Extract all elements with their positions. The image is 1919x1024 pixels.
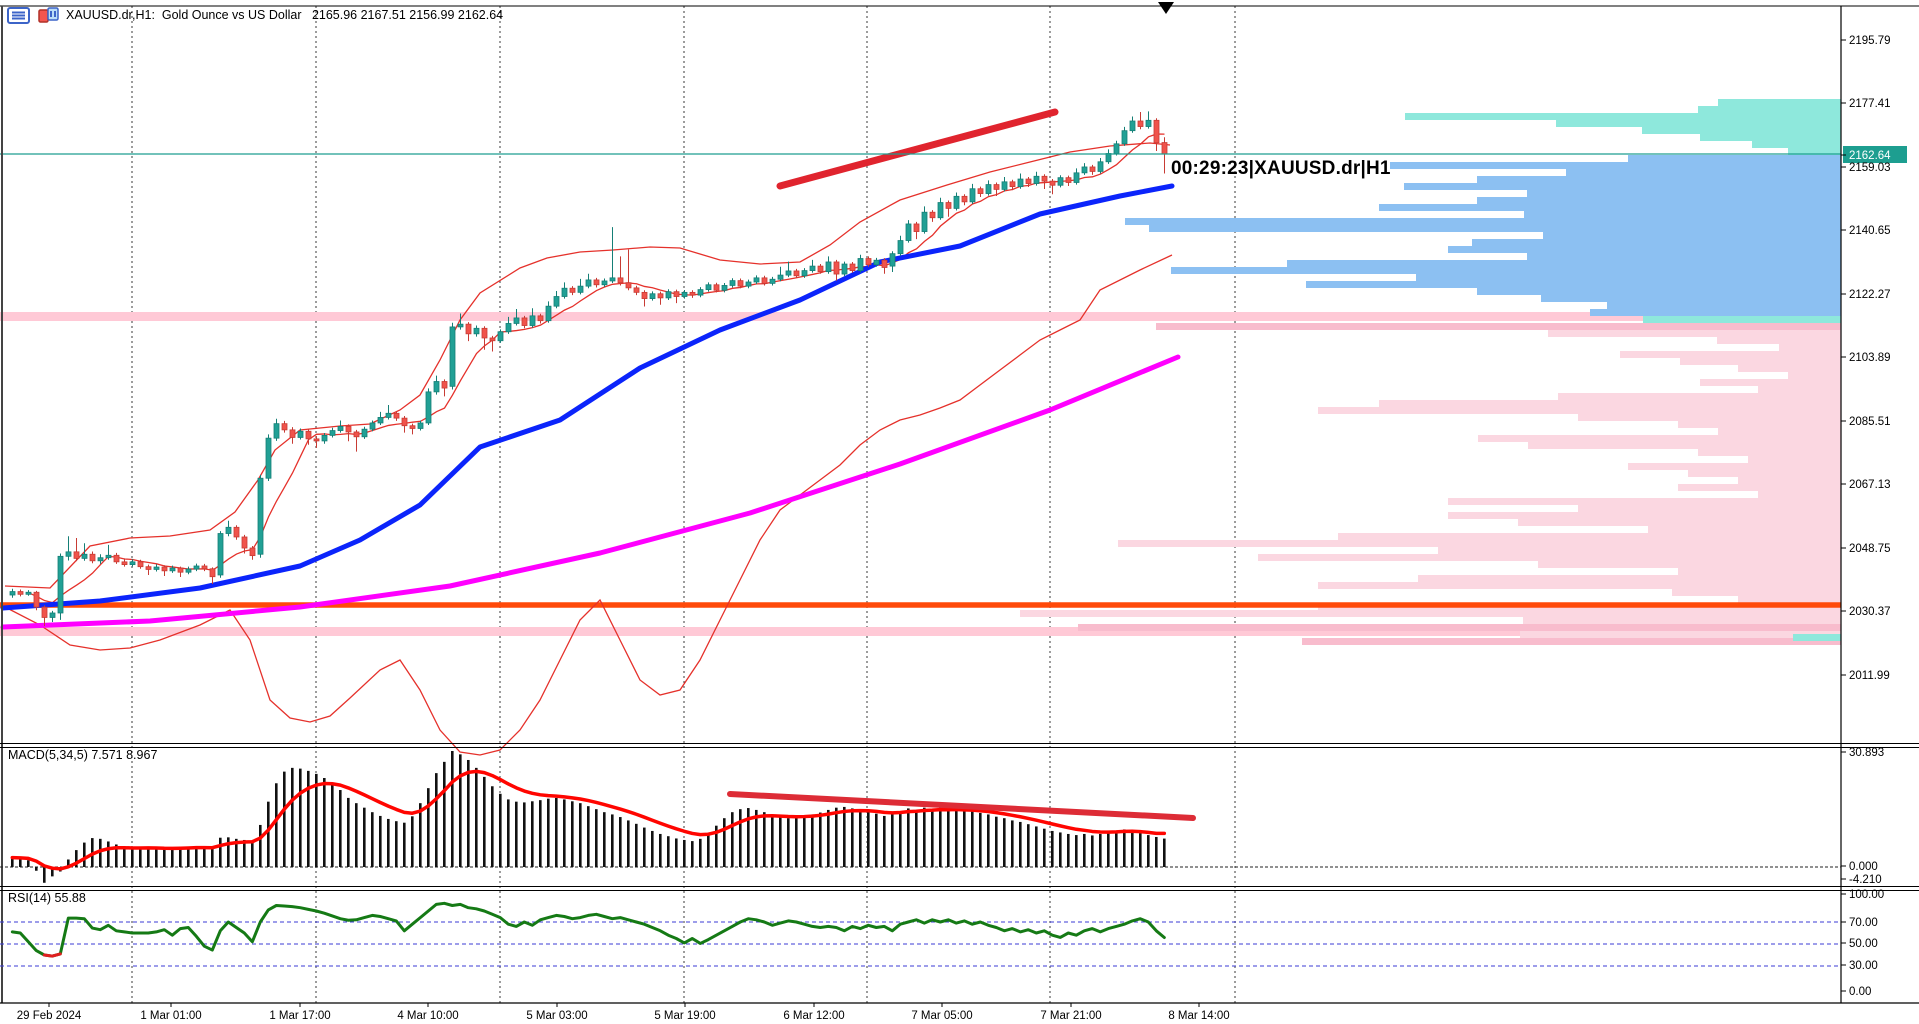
macd-signal-line [10,769,1167,871]
current-price-tag [1843,146,1907,163]
ma-fast-blue-line[interactable] [0,183,1175,611]
header-symbol-period: XAUUSD.dr,H1: [66,8,155,22]
chart-header: XAUUSD.dr,H1: Gold Ounce vs US Dollar 21… [66,8,503,22]
price-axis-label: 2159.03 [1849,162,1891,174]
price-axis-label: 2140.65 [1849,225,1891,237]
candlestick-series[interactable] [9,111,1168,627]
time-axis-label: 7 Mar 21:00 [1040,1010,1101,1022]
price-axis-label: 2103.89 [1849,352,1891,364]
time-axis-label: 4 Mar 10:00 [397,1010,458,1022]
rsi-axis-label: 0.00 [1849,986,1871,998]
time-axis-label: 8 Mar 14:00 [1168,1010,1229,1022]
time-axis-label: 5 Mar 19:00 [654,1010,715,1022]
time-axis[interactable]: 29 Feb 2024 1 Mar 01:00 1 Mar 17:00 4 Mar 1… [17,1003,1230,1022]
last-bar-marker-icon [1158,2,1174,14]
ma-slow-magenta-line[interactable] [0,354,1181,630]
macd-axis-label: -4.210 [1849,874,1882,886]
price-axis-label: 2122.27 [1849,289,1891,301]
bollinger-upper [4,142,1171,589]
rsi-alert-segment [42,952,62,958]
time-axis-label: 6 Mar 12:00 [783,1010,844,1022]
rsi-axis-label: 30.00 [1849,960,1878,972]
chart-properties-icon[interactable] [7,7,31,24]
header-description: Gold Ounce vs US Dollar [161,8,302,22]
macd-panel[interactable]: 30.893 0.000-4.210 [0,747,1884,886]
pink-price-zones [0,312,1841,636]
chart-frame [0,5,1919,1004]
rsi-axis-label: 50.00 [1849,938,1878,950]
macd-trendline[interactable] [727,791,1196,821]
bollinger-middle [28,133,1165,604]
rsi-line [10,901,1166,958]
time-axis-label: 1 Mar 17:00 [269,1010,330,1022]
time-axis-label: 5 Mar 03:00 [526,1010,587,1022]
macd-histogram [11,750,1166,883]
price-axis-label: 2085.51 [1849,416,1891,428]
macd-axis-label: 0.000 [1849,861,1878,873]
rsi-axis-label: 100.00 [1849,889,1884,901]
price-axis-label: 2067.13 [1849,479,1891,491]
header-ohlc-values: 2165.96 2167.51 2156.99 2162.64 [311,8,504,22]
price-trendline[interactable] [776,108,1059,190]
time-axis-label: 7 Mar 05:00 [911,1010,972,1022]
price-axis-label: 2011.99 [1849,670,1890,682]
price-axis-label: 2177.41 [1849,98,1891,110]
bollinger-lower [4,254,1173,756]
time-axis-label: 1 Mar 01:00 [140,1010,201,1022]
countdown-symbol-label: 00:29:23|XAUUSD.dr|H1 [1171,158,1391,179]
price-axis-label: 2048.75 [1849,543,1891,555]
rsi-axis-label: 70.00 [1849,917,1878,929]
chart-window-icon[interactable] [37,7,61,24]
rsi-indicator-label: RSI(14) 55.88 [8,891,86,905]
price-axis-label: 2195.79 [1849,35,1891,47]
price-axis-label: 2030.37 [1849,606,1891,618]
bollinger-bands[interactable] [4,133,1173,756]
time-axis-label: 29 Feb 2024 [17,1010,82,1022]
current-price-tag-value: 2162.64 [1849,150,1891,162]
volume-profile [1020,99,1841,645]
macd-axis-label: 30.893 [1849,747,1884,759]
rsi-panel[interactable]: 100.00 70.00 50.00 30.00 0.00 [0,889,1884,998]
macd-indicator-label: MACD(5,34,5) 7.571 8.967 [8,748,158,762]
